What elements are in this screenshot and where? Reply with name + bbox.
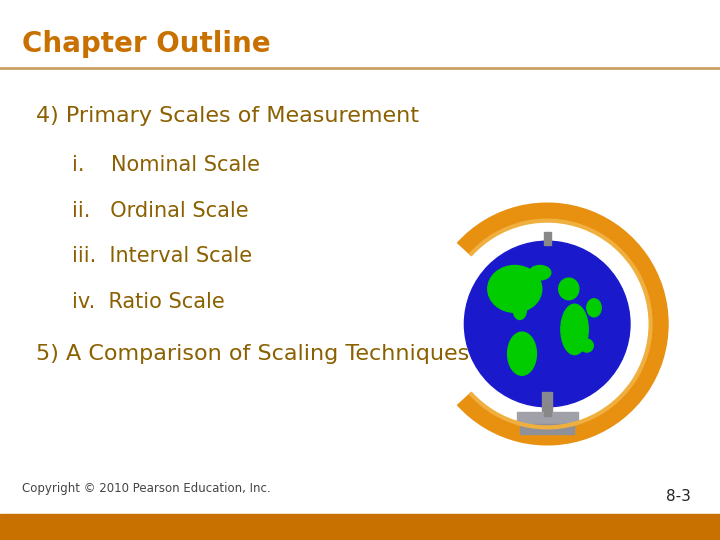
Ellipse shape [508, 332, 536, 375]
Ellipse shape [513, 301, 526, 320]
Ellipse shape [464, 241, 630, 407]
Ellipse shape [559, 278, 579, 300]
Bar [544, 403, 551, 416]
Bar [544, 232, 551, 245]
Text: i.    Nominal Scale: i. Nominal Scale [72, 154, 260, 175]
Ellipse shape [529, 266, 551, 280]
Bar [521, 424, 575, 434]
Text: 4) Primary Scales of Measurement: 4) Primary Scales of Measurement [36, 106, 419, 126]
Bar [542, 392, 552, 412]
Text: 5) A Comparison of Scaling Techniques: 5) A Comparison of Scaling Techniques [36, 343, 469, 364]
Ellipse shape [587, 299, 601, 317]
Text: 8-3: 8-3 [666, 489, 691, 504]
Text: iv.  Ratio Scale: iv. Ratio Scale [72, 292, 225, 313]
Text: ii.   Ordinal Scale: ii. Ordinal Scale [72, 200, 248, 221]
Text: iii.  Interval Scale: iii. Interval Scale [72, 246, 252, 267]
Text: Copyright © 2010 Pearson Education, Inc.: Copyright © 2010 Pearson Education, Inc. [22, 482, 270, 495]
Bar [517, 412, 577, 424]
Text: Chapter Outline: Chapter Outline [22, 30, 270, 58]
Ellipse shape [561, 304, 588, 355]
Ellipse shape [580, 339, 593, 352]
Ellipse shape [488, 266, 541, 312]
Bar [0, 514, 720, 540]
